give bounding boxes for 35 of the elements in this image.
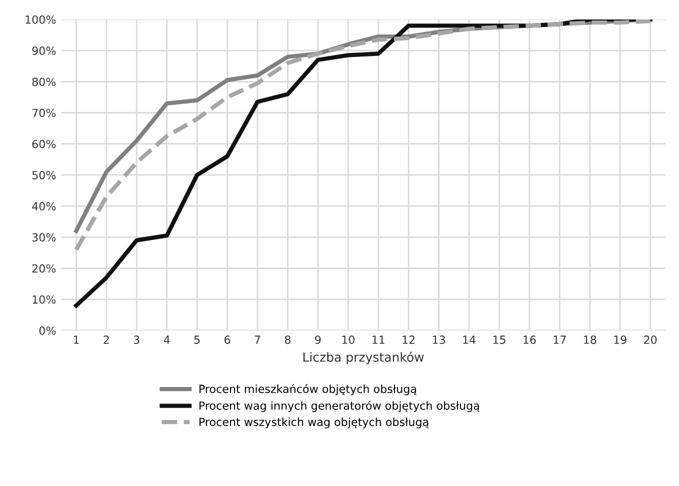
y-tick-label: 0% [39,326,56,335]
x-tick-label: 3 [134,336,140,344]
x-tick-label: 10 [342,336,354,344]
y-tick-label: 50% [32,170,56,180]
y-tick-label: 20% [32,264,56,273]
x-tick-label: 16 [524,336,536,344]
x-tick-label: 13 [432,336,445,344]
x-tick-label: 15 [493,336,506,344]
legend-label: Procent wag innych generatorów objętych obsługą [200,400,480,412]
y-tick-label: 40% [32,202,56,210]
y-tick-label: 60% [32,140,56,148]
x-tick-label: 7 [254,336,260,344]
x-tick-label: 18 [584,336,596,344]
y-tick-label: 30% [32,233,56,242]
x-tick-label: 14 [463,336,476,344]
x-tick-label: 5 [194,336,200,344]
y-tick-label: 80% [32,78,56,86]
x-tick-label: 4 [164,336,170,344]
x-tick-label: 12 [402,336,415,344]
x-tick-label: 9 [315,336,321,344]
legend-label: Procent wszystkich wag objętych obsługą [200,418,429,428]
x-tick-label: 19 [614,336,626,344]
y-tick-label: 10% [32,295,56,304]
y-tick-label: 100% [26,15,56,24]
x-tick-label: 1 [74,336,79,344]
x-tick-label: 11 [372,336,384,344]
legend-label: Procent mieszkańców objętych obsługą [200,384,416,396]
x-tick-label: 17 [554,336,566,344]
x-axis-title: Liczba przystanków [303,352,424,364]
x-tick-label: 20 [644,336,657,344]
x-tick-label: 6 [224,336,230,344]
x-tick-label: 2 [104,336,109,344]
y-tick-label: 70% [32,108,56,118]
x-tick-label: 8 [284,336,290,344]
y-tick-label: 90% [32,46,56,55]
